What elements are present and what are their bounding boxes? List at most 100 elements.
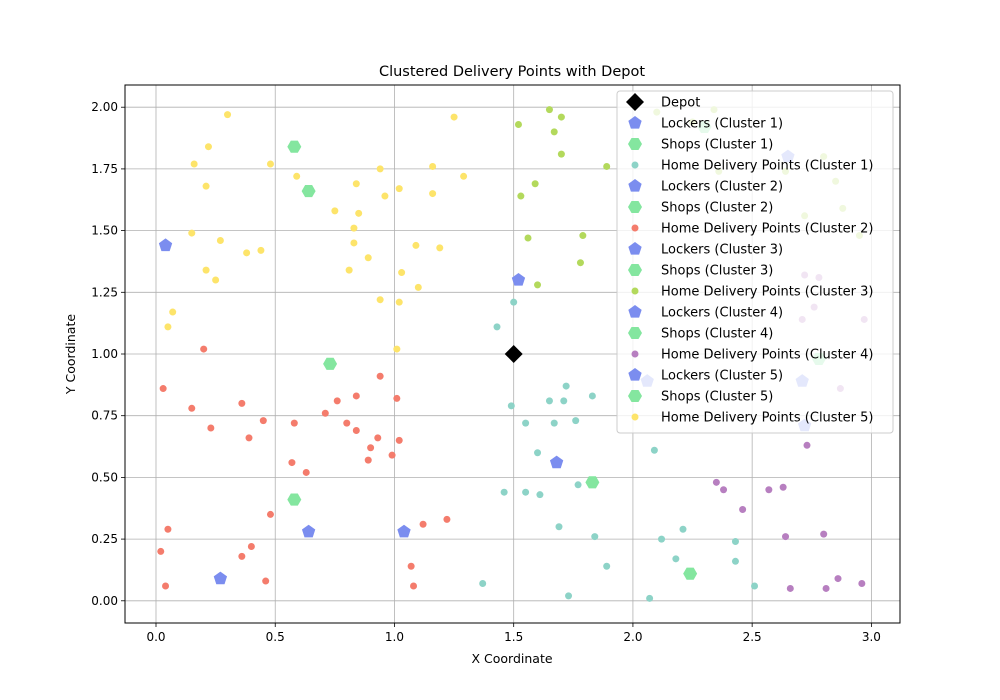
home-point xyxy=(207,424,215,432)
home-point xyxy=(591,533,599,541)
legend-entry: Lockers (Cluster 3) xyxy=(661,243,783,258)
home-point xyxy=(393,394,401,402)
home-point xyxy=(238,399,246,407)
home-point xyxy=(364,456,372,464)
legend-entry: Home Delivery Points (Cluster 4) xyxy=(661,348,874,363)
legend-entry: Home Delivery Points (Cluster 1) xyxy=(661,159,874,174)
legend-marker xyxy=(631,350,639,358)
series-locker xyxy=(213,524,411,585)
home-point xyxy=(450,113,458,121)
home-point xyxy=(576,259,584,267)
legend-entry: Shops (Cluster 4) xyxy=(661,327,773,342)
home-point xyxy=(646,594,654,602)
home-point xyxy=(190,160,198,168)
home-point xyxy=(410,582,418,590)
home-point xyxy=(603,162,611,170)
home-point xyxy=(560,397,568,405)
home-point xyxy=(550,419,558,427)
locker-point xyxy=(397,524,411,538)
home-point xyxy=(522,419,530,427)
x-tick-label: 1.0 xyxy=(385,630,404,644)
legend-marker xyxy=(631,161,639,169)
chart-title: Clustered Delivery Points with Depot xyxy=(379,64,645,80)
home-point xyxy=(364,254,372,262)
legend-marker xyxy=(631,224,639,232)
home-point xyxy=(376,372,384,380)
home-point xyxy=(650,446,658,454)
home-point xyxy=(419,520,427,528)
legend-marker xyxy=(628,368,642,381)
home-point xyxy=(395,298,403,306)
legend-entry: Lockers (Cluster 5) xyxy=(661,369,783,384)
legend-entry: Shops (Cluster 1) xyxy=(661,138,773,153)
x-tick-label: 2.0 xyxy=(623,630,642,644)
legend-marker xyxy=(626,93,644,111)
home-point xyxy=(200,345,208,353)
home-point xyxy=(658,535,666,543)
home-point xyxy=(374,434,382,442)
home-point xyxy=(352,427,360,435)
legend-entry: Depot xyxy=(661,96,700,111)
home-point xyxy=(159,385,167,393)
depot-point xyxy=(504,345,523,363)
legend-marker xyxy=(628,326,642,340)
home-point xyxy=(557,113,565,121)
home-point xyxy=(565,592,573,600)
plot-frame xyxy=(124,84,901,624)
home-point xyxy=(290,419,298,427)
shop-point xyxy=(585,476,600,489)
home-point xyxy=(293,172,301,180)
home-point xyxy=(395,436,403,444)
home-point xyxy=(545,106,553,114)
home-point xyxy=(381,192,389,200)
home-point xyxy=(534,281,542,289)
home-point xyxy=(350,224,358,232)
home-point xyxy=(739,505,747,513)
x-tick-label: 0.5 xyxy=(266,630,285,644)
home-point xyxy=(388,451,396,459)
locker-point xyxy=(511,272,526,286)
home-point xyxy=(820,530,828,538)
home-point xyxy=(188,404,196,412)
y-axis-label: Y Coordinate xyxy=(63,314,78,395)
home-point xyxy=(157,547,165,555)
home-point xyxy=(803,441,811,449)
series-depot xyxy=(504,345,523,363)
legend-entry: Lockers (Cluster 4) xyxy=(661,306,783,321)
shop-point xyxy=(287,493,302,506)
home-point xyxy=(536,491,544,499)
legend-entry: Shops (Cluster 2) xyxy=(661,201,773,216)
home-point xyxy=(414,283,422,291)
legend-entry: Shops (Cluster 5) xyxy=(661,390,773,405)
home-point xyxy=(262,577,270,585)
home-point xyxy=(259,417,267,425)
home-point xyxy=(731,538,739,546)
legend-entry: Shops (Cluster 3) xyxy=(661,264,773,279)
y-tick-label: 1.75 xyxy=(91,162,118,176)
home-point xyxy=(398,269,406,277)
home-point xyxy=(164,525,172,533)
legend-box xyxy=(616,90,894,434)
legend: Depot Lockers (Cluster 1) Shops (Cluster 1… xyxy=(616,90,894,434)
home-point xyxy=(514,120,522,128)
home-point xyxy=(522,488,530,496)
locker-point xyxy=(213,571,228,585)
shop-point xyxy=(301,185,316,198)
home-point xyxy=(679,525,687,533)
home-point xyxy=(212,276,220,284)
y-tick-label: 0.25 xyxy=(91,532,118,546)
home-point xyxy=(436,244,444,252)
legend-marker xyxy=(631,287,639,295)
home-point xyxy=(331,207,339,215)
home-point xyxy=(243,249,251,257)
home-point xyxy=(545,397,553,405)
home-point xyxy=(376,296,384,304)
home-point xyxy=(202,266,210,274)
home-point xyxy=(751,582,759,590)
home-point xyxy=(579,232,587,240)
y-tick-label: 1.50 xyxy=(91,224,118,238)
home-point xyxy=(460,172,468,180)
series-shop xyxy=(287,357,338,506)
shop-point xyxy=(683,567,698,580)
